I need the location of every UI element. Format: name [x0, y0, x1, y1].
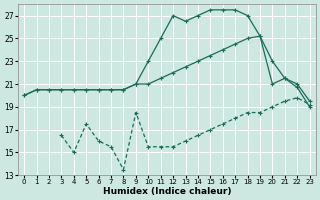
X-axis label: Humidex (Indice chaleur): Humidex (Indice chaleur) [103, 187, 231, 196]
